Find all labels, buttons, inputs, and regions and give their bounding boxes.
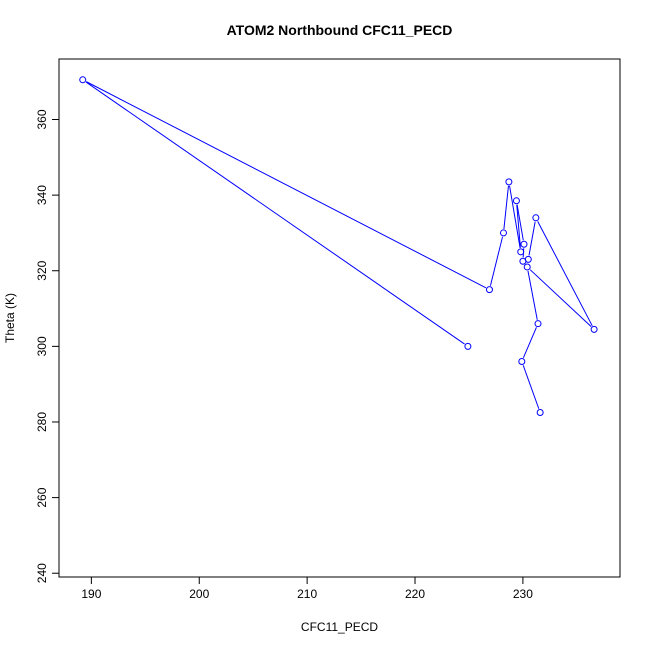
x-tick-label: 220 [405,587,425,601]
data-point [518,357,526,365]
series-segment [527,270,538,320]
data-point [532,214,540,222]
data-point [505,178,513,186]
y-tick-label: 260 [35,487,49,507]
x-axis-label: CFC11_PECD [301,620,378,634]
series-segment [528,221,536,256]
series-segment [529,269,592,327]
data-point [523,263,531,271]
y-tick-label: 360 [35,109,49,129]
y-tick-label: 240 [35,563,49,583]
data-point [590,325,598,333]
plot-frame [58,58,621,578]
data-point [519,257,527,265]
chart-title: ATOM2 Northbound CFC11_PECD [227,22,453,38]
data-point [517,248,525,256]
y-tick-label: 300 [35,336,49,356]
x-tick-label: 200 [189,587,209,601]
series-segment [503,185,509,230]
y-tick-label: 320 [35,260,49,280]
x-tick-label: 210 [297,587,317,601]
series-segment [509,185,521,248]
y-axis-label: Theta (K) [3,293,17,343]
data-point [499,229,507,237]
y-tick-label: 280 [35,412,49,432]
x-axis: 190 200 210 220 230 [81,577,533,601]
series-segment [522,327,537,359]
y-tick-label: 340 [35,185,49,205]
series-segment [516,204,521,248]
data-point [536,409,544,417]
data-point [520,240,528,248]
data-point [485,286,493,294]
data-point [79,76,87,84]
y-axis: 240 260 280 300 320 340 360 [35,109,59,583]
series-segment [86,81,487,289]
series-segment [537,221,593,327]
x-tick-label: 190 [81,587,101,601]
series-segment [516,204,524,241]
data-point [534,320,542,328]
series-segment [522,365,540,409]
data-point [464,342,472,350]
data-point [512,197,520,205]
series-segment [489,236,504,286]
series-segment [85,81,465,345]
series-layer [79,76,598,417]
x-tick-label: 230 [513,587,533,601]
